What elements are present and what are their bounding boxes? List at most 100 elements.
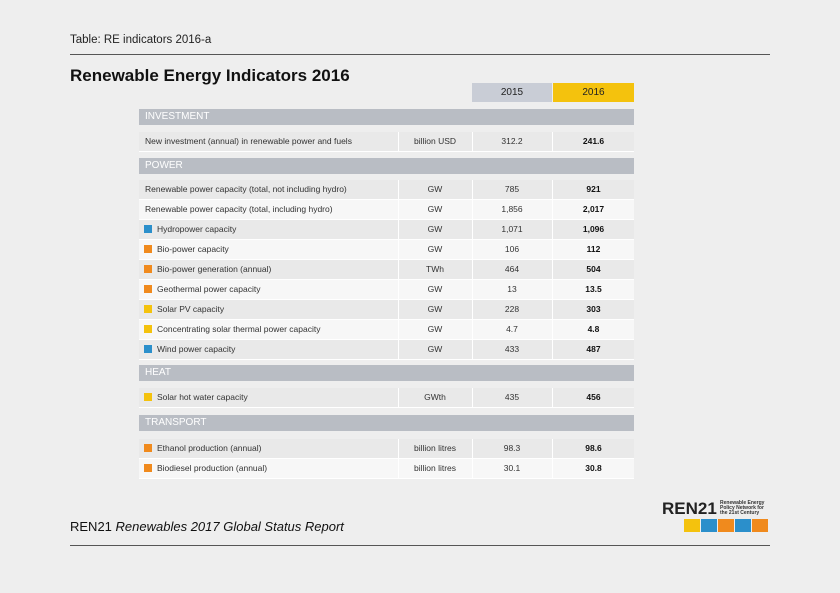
col-sep xyxy=(552,132,553,151)
unit: GW xyxy=(427,324,443,334)
col-header: 2015 xyxy=(472,83,552,102)
col-sep xyxy=(472,459,473,478)
col-sep xyxy=(552,439,553,458)
row-label: Bio-power capacity xyxy=(157,244,229,254)
unit: billion litres xyxy=(413,463,457,473)
col-sep xyxy=(552,220,553,239)
icon xyxy=(144,444,152,452)
value-2015: 98.3 xyxy=(503,443,521,453)
row-bg xyxy=(139,300,634,320)
title: Renewable Energy Indicators 2016 xyxy=(70,66,350,85)
value-2015: 4.7 xyxy=(506,324,518,334)
value-2016: 241.6 xyxy=(582,136,605,146)
col-sep xyxy=(552,240,553,259)
value-2016: 456 xyxy=(586,392,601,402)
row-label: Renewable power capacity (total, not inc… xyxy=(145,184,347,194)
value-2016: 504 xyxy=(586,264,601,274)
value-2015: 106 xyxy=(504,244,520,254)
row-bg xyxy=(139,320,634,340)
col-sep xyxy=(552,459,553,478)
value-2015: 30.1 xyxy=(503,463,521,473)
value-2016: 30.8 xyxy=(585,463,602,473)
value-2016: 1,096 xyxy=(582,224,605,234)
row-bg xyxy=(139,200,634,220)
rule xyxy=(70,545,770,546)
row-label: Concentrating solar thermal power capaci… xyxy=(157,324,321,334)
col-sep xyxy=(472,280,473,299)
unit: GW xyxy=(427,284,443,294)
row-label: Renewable power capacity (total, includi… xyxy=(145,204,333,214)
col-sep xyxy=(552,300,553,319)
icon xyxy=(144,393,152,401)
col-sep xyxy=(552,320,553,339)
icon xyxy=(144,305,152,313)
row-bg xyxy=(139,459,634,479)
col-sep xyxy=(398,132,399,151)
rule xyxy=(70,54,770,55)
section-header: TRANSPORT xyxy=(139,415,634,431)
col-sep xyxy=(472,220,473,239)
value-2016: 2,017 xyxy=(582,204,605,214)
value-2015: 433 xyxy=(504,344,520,354)
value-2015: 312.2 xyxy=(501,136,523,146)
col-sep xyxy=(398,320,399,339)
col-sep xyxy=(398,439,399,458)
unit: GW xyxy=(427,204,443,214)
col-sep xyxy=(472,240,473,259)
unit: billion USD xyxy=(413,136,457,146)
row-bg xyxy=(139,132,634,152)
row-bg xyxy=(139,388,634,408)
logo-icons xyxy=(684,519,768,532)
section-header: HEAT xyxy=(139,365,634,381)
row-bg xyxy=(139,340,634,360)
value-2016: 303 xyxy=(586,304,601,314)
row-label: New investment (annual) in renewable pow… xyxy=(145,136,352,146)
value-2015: 435 xyxy=(504,392,520,402)
col-sep xyxy=(472,340,473,359)
col-sep xyxy=(472,439,473,458)
col-sep xyxy=(472,180,473,199)
col-sep xyxy=(472,388,473,407)
logo-name: REN21 xyxy=(662,499,717,518)
value-2015: 228 xyxy=(504,304,520,314)
value-2015: 1,071 xyxy=(501,224,523,234)
footer-org: REN21 xyxy=(70,519,112,534)
row-label: Geothermal power capacity xyxy=(157,284,261,294)
unit: GW xyxy=(427,344,443,354)
value-2016: 487 xyxy=(586,344,601,354)
col-sep xyxy=(552,340,553,359)
unit: GW xyxy=(427,244,443,254)
col-sep xyxy=(472,132,473,151)
row-label: Solar PV capacity xyxy=(157,304,225,314)
value-2015: 13 xyxy=(507,284,517,294)
col-sep xyxy=(398,300,399,319)
unit: GWth xyxy=(424,392,446,402)
col-sep xyxy=(552,280,553,299)
col-sep xyxy=(472,260,473,279)
icon xyxy=(144,464,152,472)
row-bg xyxy=(139,180,634,200)
logo-tagline: Renewable Energy Policy Network for the … xyxy=(720,500,765,516)
col-sep xyxy=(552,260,553,279)
icon xyxy=(144,325,152,333)
row-bg xyxy=(139,439,634,459)
row-label: Bio-power generation (annual) xyxy=(157,264,272,274)
col-sep xyxy=(398,260,399,279)
value-2016: 13.5 xyxy=(585,284,602,294)
row-label: Wind power capacity xyxy=(157,344,236,354)
unit: GW xyxy=(427,184,443,194)
section-header: INVESTMENT xyxy=(139,109,634,125)
col-sep xyxy=(552,388,553,407)
row-bg xyxy=(139,220,634,240)
col-sep xyxy=(398,280,399,299)
icon xyxy=(144,245,152,253)
row-label: Solar hot water capacity xyxy=(157,392,248,402)
col-sep xyxy=(552,180,553,199)
footer-report: Renewables 2017 Global Status Report xyxy=(115,519,344,534)
col-sep xyxy=(398,220,399,239)
col-sep xyxy=(398,388,399,407)
unit: billion litres xyxy=(413,443,457,453)
value-2015: 785 xyxy=(504,184,520,194)
col-sep xyxy=(552,200,553,219)
